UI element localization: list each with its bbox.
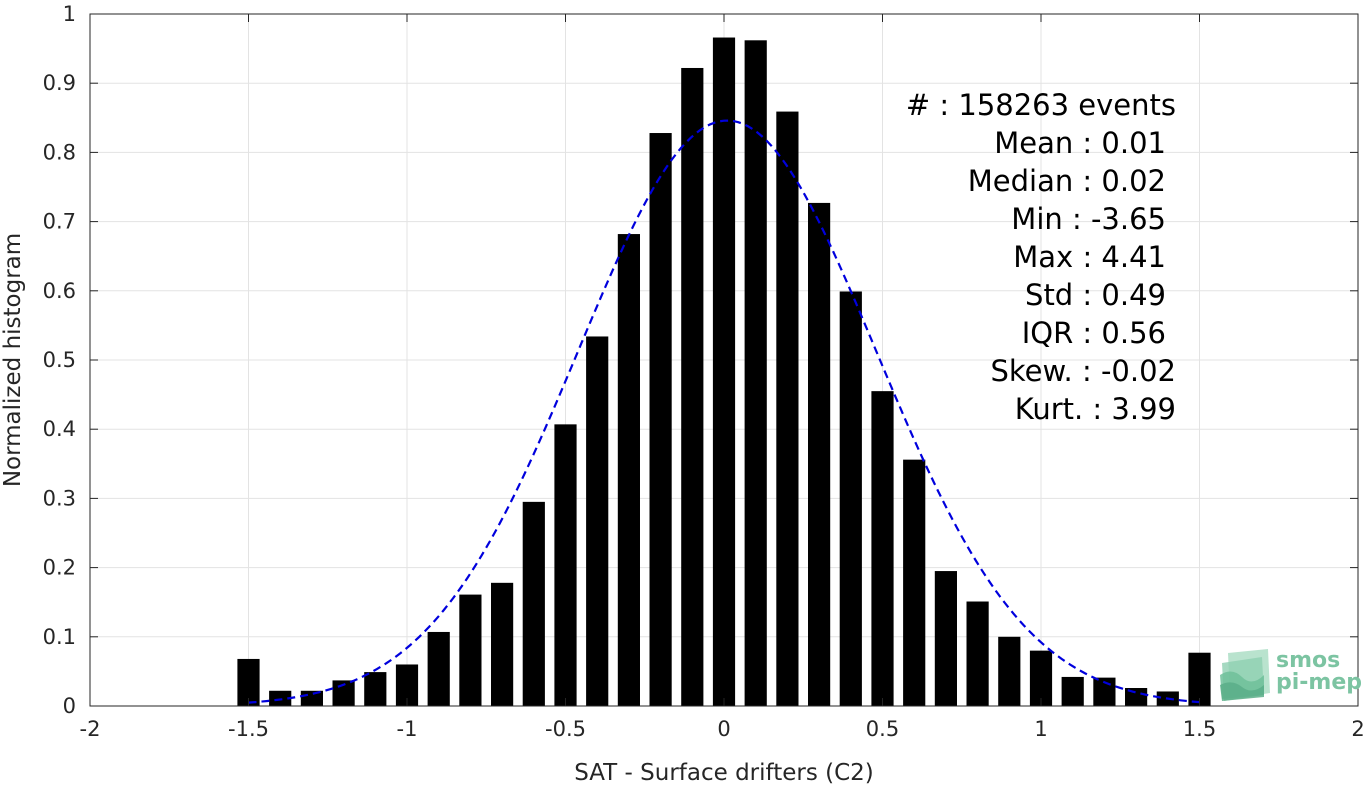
histogram-bar [998, 636, 1021, 706]
histogram-bar [1188, 652, 1211, 706]
y-axis-label: Normalized histogram [0, 233, 26, 487]
x-axis-ticks: -2 -1.5 -1 -0.5 0 0.5 1 1.5 2 [80, 14, 1365, 741]
y-tick-label: 0 [63, 694, 76, 718]
stat-line: IQR : 0.56 [1022, 316, 1166, 350]
histogram-bar [776, 111, 799, 706]
histogram-bar [808, 202, 831, 706]
histogram-bar [681, 67, 704, 706]
histogram-bars [237, 37, 1211, 707]
y-tick-label: 0.8 [43, 140, 76, 164]
x-tick-label: -2 [80, 717, 101, 741]
stat-line: Std : 0.49 [1025, 278, 1166, 312]
histogram-bar [522, 501, 545, 706]
stat-line: Kurt. : 3.99 [1015, 392, 1176, 426]
histogram-bar [554, 424, 577, 706]
histogram-bar [459, 594, 482, 706]
histogram-bar [903, 459, 926, 706]
histogram-bar [744, 40, 767, 706]
stat-line: Min : -3.65 [1011, 202, 1166, 236]
histogram-bar [966, 601, 989, 706]
stat-line: Median : 0.02 [968, 164, 1166, 198]
histogram-bar [649, 133, 672, 707]
histogram-bar [427, 631, 450, 706]
y-tick-label: 0.1 [43, 625, 76, 649]
histogram-bar [1061, 676, 1084, 706]
y-tick-label: 0.2 [43, 556, 76, 580]
x-tick-label: 2 [1351, 717, 1364, 741]
histogram-bar [1125, 688, 1148, 706]
x-axis-label: SAT - Surface drifters (C2) [574, 760, 874, 785]
x-tick-label: 1 [1034, 717, 1047, 741]
stat-line: Mean : 0.01 [994, 126, 1166, 160]
logo-wave-icon [1220, 649, 1270, 701]
normal-fit-curve [248, 119, 1200, 704]
y-axis-ticks: 0 0.1 0.2 0.3 0.4 0.5 0.6 0.7 0.8 0.9 1 [43, 2, 1358, 718]
histogram-bar [237, 658, 260, 706]
y-tick-label: 0.5 [43, 348, 76, 372]
histogram-bar [491, 582, 514, 706]
statistics-annotations: # : 158263 events Mean : 0.01 Median : 0.0… [906, 88, 1176, 426]
stat-line: # : 158263 events [906, 88, 1176, 122]
x-tick-label: -1 [397, 717, 418, 741]
histogram-bar [839, 291, 862, 706]
x-tick-label: 0 [717, 717, 730, 741]
y-tick-label: 0.9 [43, 71, 76, 95]
y-tick-label: 0.4 [43, 417, 76, 441]
histogram-bar [586, 336, 609, 706]
logo-line1: smos [1276, 648, 1340, 673]
smos-pi-mep-logo: smos pi-mep [1220, 648, 1362, 701]
histogram-bar [617, 234, 640, 706]
y-tick-label: 0.3 [43, 486, 76, 510]
y-tick-label: 0.6 [43, 279, 76, 303]
stat-line: Skew. : -0.02 [990, 354, 1176, 388]
x-tick-label: -0.5 [545, 717, 586, 741]
logo-line2: pi-mep [1276, 670, 1362, 695]
x-tick-label: 1.5 [1183, 717, 1216, 741]
x-tick-label: -1.5 [228, 717, 269, 741]
histogram-bar [364, 672, 387, 706]
histogram-bar [934, 571, 957, 706]
y-tick-label: 1 [63, 2, 76, 26]
histogram-bar [1029, 650, 1053, 706]
histogram-bar [871, 391, 894, 706]
histogram-bar [712, 37, 736, 706]
y-tick-label: 0.7 [43, 210, 76, 234]
stat-line: Max : 4.41 [1013, 240, 1166, 274]
x-tick-label: 0.5 [866, 717, 899, 741]
histogram-bar [395, 664, 419, 706]
